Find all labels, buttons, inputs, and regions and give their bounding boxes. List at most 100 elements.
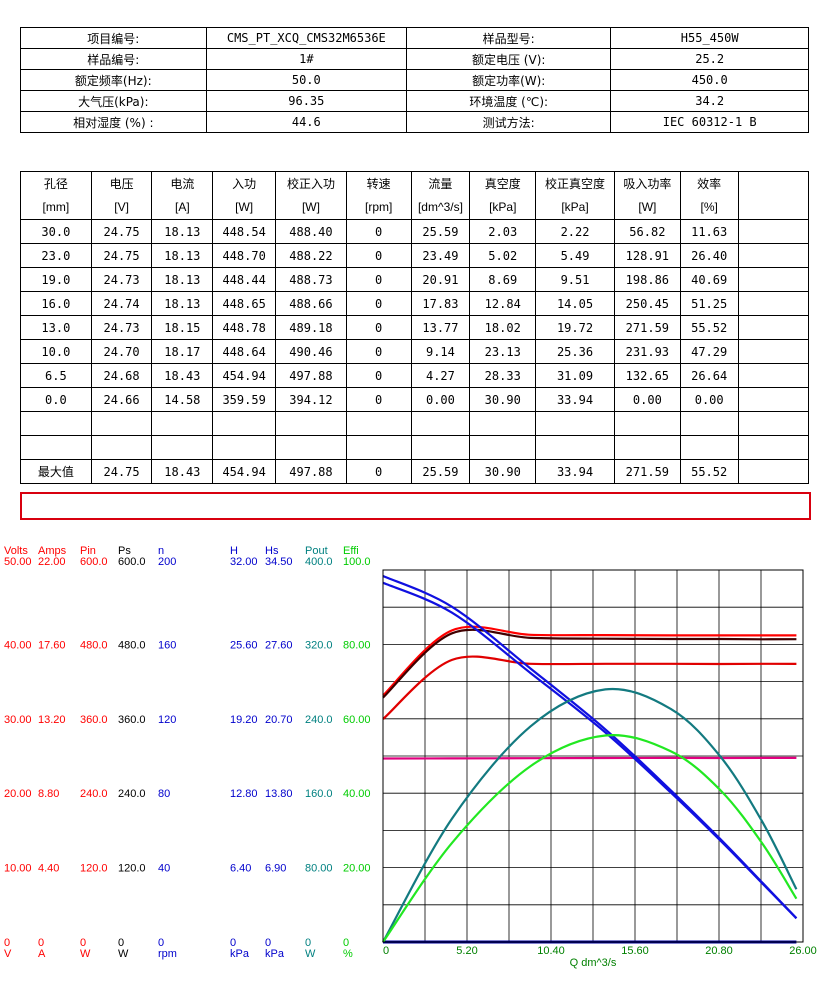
table-cell [737, 411, 810, 436]
table-cell: 16.0 [20, 291, 92, 316]
table-cell: 0 [345, 315, 412, 340]
table-cell [275, 411, 347, 436]
tick-label: 600.0 [118, 556, 146, 568]
table-cell: 23.0 [20, 243, 92, 268]
table-cell [345, 435, 412, 460]
table-cell: 14.58 [151, 387, 214, 412]
table-cell: 18.13 [151, 291, 214, 316]
scale-name: Pin [80, 545, 96, 557]
info-row: 相对湿度 (%) :44.6 测试方法: IEC 60312-1 B [20, 111, 809, 133]
table-cell: 250.45 [613, 291, 681, 316]
table-cell: 30.90 [469, 387, 537, 412]
series-line-amps [382, 625, 797, 697]
info-table: 项目编号: CMS_PT_XCQ_CMS32M6536E 样品型号: H55_450W… [20, 27, 809, 133]
info-value: 50.0 [205, 69, 408, 91]
info-label: 相对湿度 (%) : [20, 111, 207, 133]
table-cell: 10.0 [20, 339, 92, 364]
table-cell: 最大值 [20, 459, 92, 484]
info-value: 34.2 [610, 90, 809, 112]
table-cell [737, 387, 810, 412]
info-value: CMS_PT_XCQ_CMS32M6536E [205, 27, 408, 49]
table-row: 6.5 24.68 18.43 454.94 497.88 0 4.27 28.33 31.09… [20, 363, 810, 388]
table-cell [679, 435, 739, 460]
tick-label: 360.0 [118, 714, 146, 726]
table-cell: 2.22 [535, 219, 615, 244]
tick-label: 80 [158, 788, 170, 800]
data-table: 孔径 电压 电流 入功 校正入功 转速 流量 真空度 校正真空度 吸入功率 效率 [mm] [V] [A]… [20, 171, 810, 484]
column-header: 转速 [345, 171, 412, 196]
table-cell: 55.52 [679, 315, 739, 340]
table-cell [212, 435, 277, 460]
unit-row: [mm] [V] [A] [W] [W] [rpm] [dm^3/s] [kPa] [kPa][… [20, 195, 810, 220]
tick-label: 0 [80, 937, 86, 949]
table-cell [613, 435, 681, 460]
info-row: 样品编号: 1# 额定电压 (V): 25.2 [20, 48, 809, 70]
table-cell: 0 [345, 459, 412, 484]
table-cell: 454.94 [212, 459, 277, 484]
table-cell: 26.64 [679, 363, 739, 388]
table-cell: 13.77 [410, 315, 471, 340]
table-cell: 23.49 [410, 243, 471, 268]
table-cell: 198.86 [613, 267, 681, 292]
table-cell: 488.22 [275, 243, 347, 268]
table-cell [345, 411, 412, 436]
table-cell: 24.73 [90, 267, 153, 292]
tick-label: 40.00 [4, 639, 32, 651]
table-cell: 24.75 [90, 459, 153, 484]
tick-label: 13.80 [265, 788, 293, 800]
x-tick-label: 10.40 [537, 945, 565, 957]
scale-name: n [158, 545, 164, 557]
column-header: 效率 [679, 171, 739, 196]
column-header [737, 171, 810, 196]
table-cell: 5.02 [469, 243, 537, 268]
tick-label: 13.20 [38, 714, 66, 726]
table-cell [737, 363, 810, 388]
column-header: [W] [613, 195, 681, 220]
info-label: 大气压(kPa): [20, 90, 207, 112]
table-cell: 24.74 [90, 291, 153, 316]
tick-label: 0 [305, 937, 311, 949]
table-cell: 24.70 [90, 339, 153, 364]
info-value: 450.0 [610, 69, 809, 91]
series-line-pout [382, 687, 798, 943]
column-header: 吸入功率 [613, 171, 681, 196]
table-cell: 56.82 [613, 219, 681, 244]
tick-label: 240.0 [118, 788, 146, 800]
table-cell: 18.15 [151, 315, 214, 340]
tick-label: 19.20 [230, 714, 258, 726]
info-row: 大气压(kPa): 96.35 环境温度 (℃): 34.2 [20, 90, 809, 112]
table-cell: 490.46 [275, 339, 347, 364]
table-cell: 0.00 [613, 387, 681, 412]
table-cell: 11.63 [679, 219, 739, 244]
table-cell: 40.69 [679, 267, 739, 292]
table-cell: 497.88 [275, 459, 347, 484]
tick-label: 22.00 [38, 556, 66, 568]
tick-label: 400.0 [305, 556, 333, 568]
table-cell: 55.52 [679, 459, 739, 484]
table-cell: 0 [345, 387, 412, 412]
plot-border [382, 569, 804, 943]
table-row [20, 435, 810, 460]
info-value: 25.2 [610, 48, 809, 70]
tick-label: 80.00 [343, 639, 371, 651]
tick-label: 0 [230, 937, 236, 949]
table-row: 23.0 24.75 18.13 448.70 488.22 0 23.49 5.02 5.49… [20, 243, 810, 268]
info-value: 96.35 [205, 90, 408, 112]
tick-label: 120.0 [118, 863, 146, 875]
table-cell: 18.43 [151, 459, 214, 484]
table-row: 19.0 24.73 18.13 448.44 488.73 0 20.91 8.69 9.51… [20, 267, 810, 292]
info-value: 1# [205, 48, 408, 70]
x-tick-label: 5.20 [456, 945, 477, 957]
column-header: 孔径 [20, 171, 92, 196]
table-cell: 18.13 [151, 219, 214, 244]
table-cell: 6.5 [20, 363, 92, 388]
series-line-ps [382, 628, 797, 699]
table-cell [737, 435, 810, 460]
table-cell: 24.68 [90, 363, 153, 388]
column-header: 电流 [151, 171, 214, 196]
series-line-effi [382, 733, 798, 943]
column-header: [W] [212, 195, 277, 220]
table-cell [410, 411, 471, 436]
table-cell: 9.14 [410, 339, 471, 364]
table-row: 0.0 24.66 14.58 359.59 394.12 0 0.00 30.90 33.94… [20, 387, 810, 412]
